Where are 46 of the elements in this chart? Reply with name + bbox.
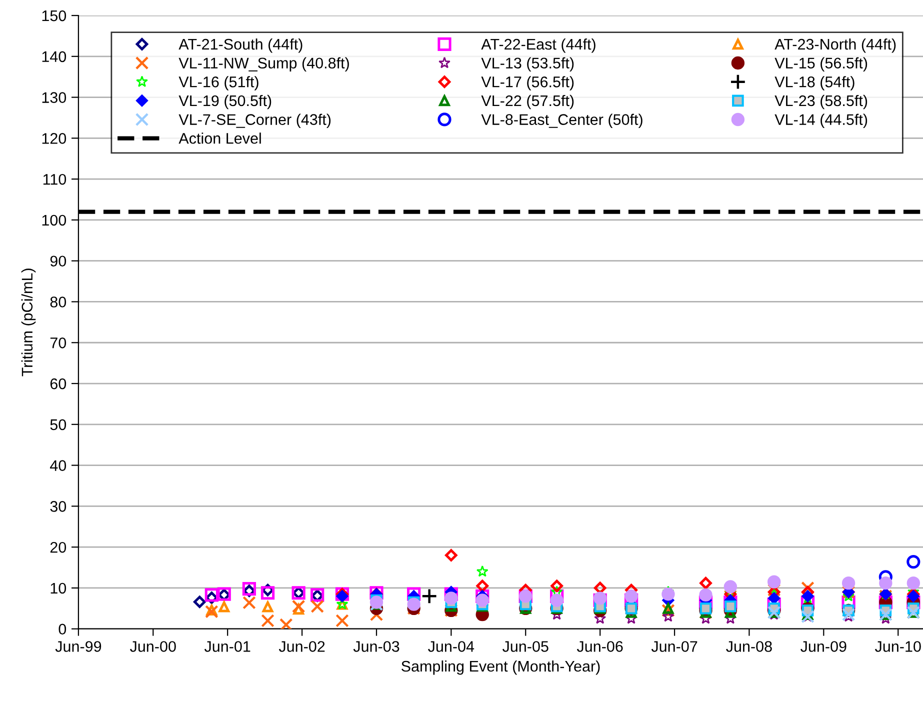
x-tick-label: Jun-01 bbox=[204, 641, 250, 652]
legend-label: Action Level bbox=[178, 132, 261, 144]
legend-label: AT-22-East (44ft) bbox=[481, 38, 596, 53]
legend-label: VL-11-NW_Sump (40.8ft) bbox=[178, 57, 349, 72]
x-tick-label: Jun-09 bbox=[800, 641, 846, 652]
y-tick-label: 30 bbox=[50, 501, 66, 512]
legend-label: VL-13 (53.5ft) bbox=[481, 57, 574, 72]
y-tick-label: 100 bbox=[42, 214, 66, 226]
x-tick-label: Jun-06 bbox=[576, 641, 623, 652]
x-tick-label: Jun-00 bbox=[130, 641, 176, 652]
y-tick-label: 0 bbox=[58, 624, 66, 635]
y-tick-label: 50 bbox=[50, 419, 66, 430]
legend-label: VL-17 (56.5ft) bbox=[481, 76, 574, 90]
legend-label: VL-18 (54ft) bbox=[774, 76, 854, 90]
y-tick-label: 120 bbox=[42, 133, 66, 144]
y-tick-label: 10 bbox=[50, 582, 66, 594]
y-tick-label: 90 bbox=[50, 256, 66, 267]
x-tick-label: Jun-03 bbox=[353, 641, 400, 652]
y-axis-title: Tritium (pCi/mL) bbox=[21, 268, 36, 376]
x-tick-label: Jun-99 bbox=[55, 641, 102, 652]
y-tick-label: 130 bbox=[42, 92, 66, 103]
legend-label: VL-23 (58.5ft) bbox=[774, 94, 868, 110]
y-tick-label: 70 bbox=[50, 338, 66, 348]
legend-label: VL-22 (57.5ft) bbox=[481, 94, 574, 110]
legend-label: VL-16 (51ft) bbox=[178, 76, 258, 90]
y-tick-label: 60 bbox=[50, 378, 66, 390]
legend-label: VL-7-SE_Corner (43ft) bbox=[178, 114, 331, 128]
y-tick-label: 140 bbox=[42, 51, 66, 62]
legend-label: VL-19 (50.5ft) bbox=[178, 94, 272, 110]
x-axis-title: Sampling Event (Month-Year) bbox=[402, 660, 600, 675]
legend-label: AT-23-North (44ft) bbox=[774, 38, 896, 53]
x-tick-label: Jun-07 bbox=[651, 641, 698, 652]
legend-label: VL-14 (44.5ft) bbox=[774, 114, 868, 128]
y-tick-label: 110 bbox=[43, 174, 66, 185]
legend-label: VL-15 (56.5ft) bbox=[774, 57, 868, 72]
x-tick-label: Jun-04 bbox=[428, 641, 474, 652]
y-tick-label: 40 bbox=[50, 460, 66, 471]
x-tick-label: Jun-10 bbox=[874, 641, 921, 652]
x-tick-label: Jun-02 bbox=[278, 641, 325, 652]
y-tick-label: 20 bbox=[50, 542, 66, 553]
x-tick-label: Jun-05 bbox=[502, 641, 548, 652]
legend-label: AT-21-South (44ft) bbox=[178, 38, 302, 53]
y-tick-label: 150 bbox=[42, 10, 66, 22]
x-tick-label: Jun-08 bbox=[726, 641, 772, 652]
legend-label: VL-8-East_Center (50ft) bbox=[481, 114, 642, 128]
y-tick-label: 80 bbox=[50, 296, 66, 308]
